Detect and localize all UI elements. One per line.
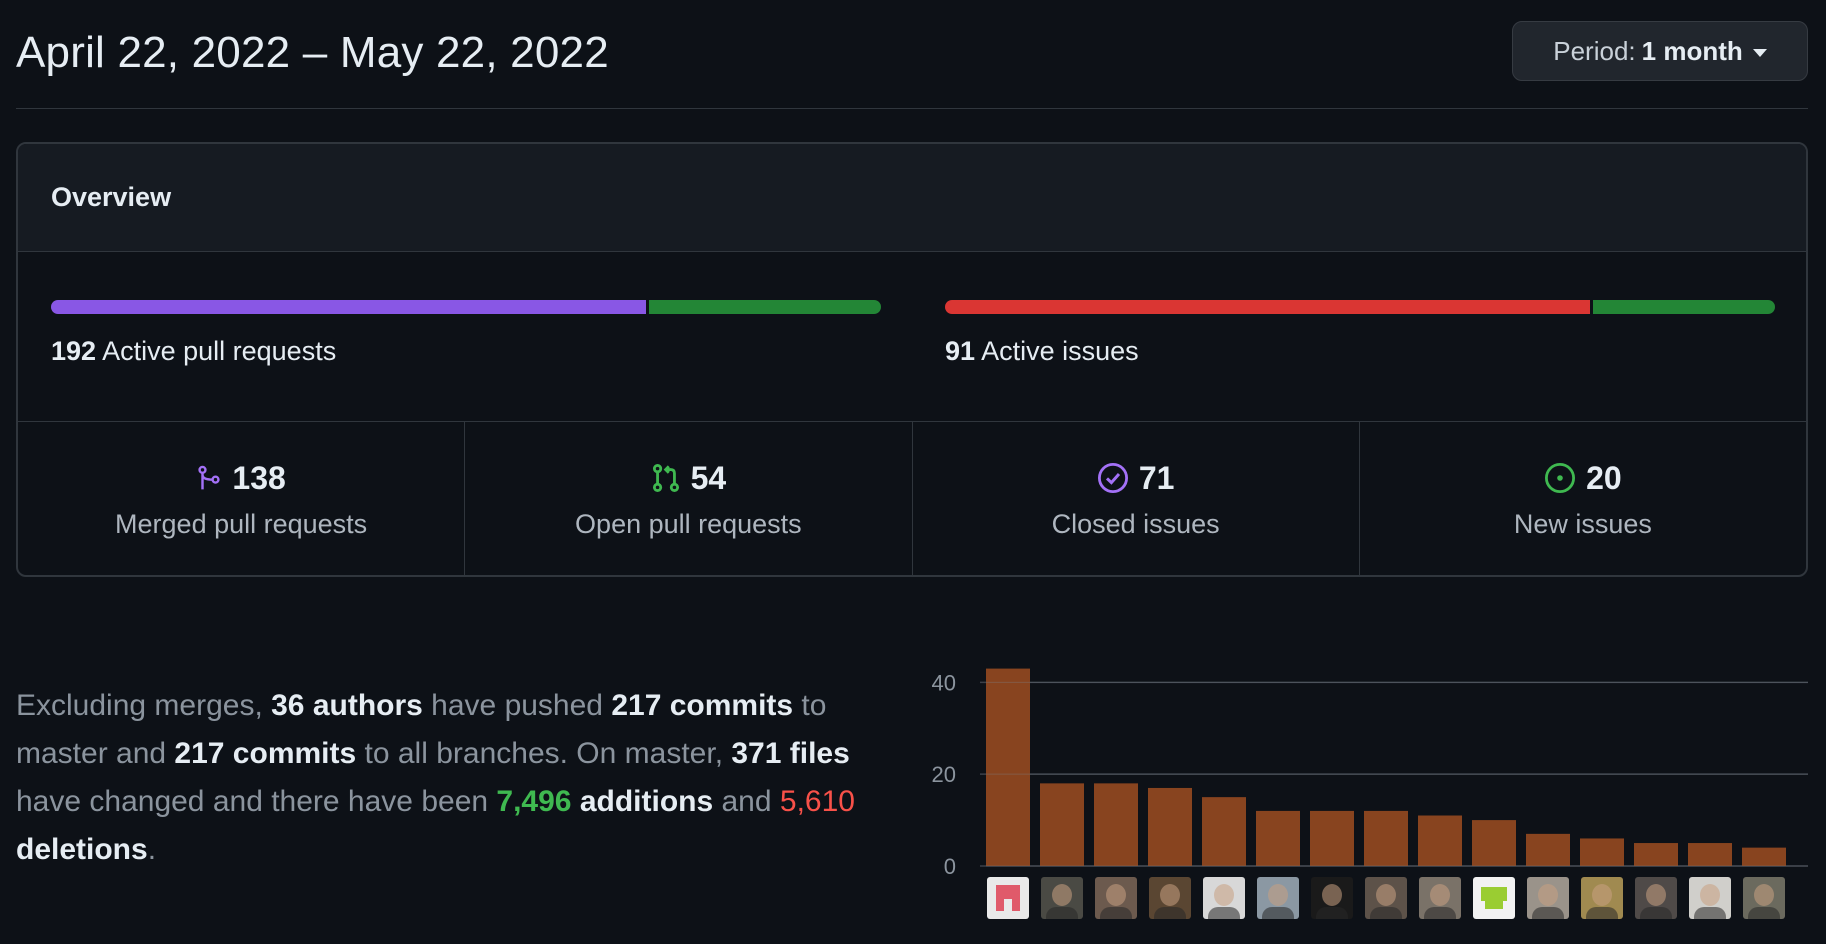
commits-all-count: 217 commits bbox=[174, 737, 357, 770]
author-commit-bar[interactable] bbox=[1688, 843, 1732, 866]
issues-progress-bar bbox=[945, 300, 1775, 314]
author-avatar[interactable] bbox=[1527, 877, 1569, 919]
author-avatar[interactable] bbox=[1689, 877, 1731, 919]
page-header: April 22, 2022 – May 22, 2022 Period: 1 … bbox=[16, 0, 1808, 109]
active-issues-text[interactable]: Active issues bbox=[981, 336, 1139, 366]
issue-opened-icon bbox=[1545, 462, 1576, 494]
author-avatar[interactable] bbox=[1257, 877, 1299, 919]
deletions-count: 5,610 bbox=[779, 785, 855, 818]
author-avatar[interactable] bbox=[1149, 877, 1191, 919]
date-range-title: April 22, 2022 – May 22, 2022 bbox=[16, 28, 609, 77]
additions-label: additions bbox=[571, 785, 714, 818]
merged-segment bbox=[51, 300, 646, 314]
new-issues-count: 20 bbox=[1586, 459, 1622, 496]
author-commit-bar[interactable] bbox=[1256, 810, 1300, 866]
summary-text: to master and bbox=[16, 689, 827, 770]
author-commit-bar[interactable] bbox=[986, 668, 1030, 866]
author-avatar[interactable] bbox=[1581, 877, 1623, 919]
open-pull-requests-count: 54 bbox=[690, 459, 727, 496]
open-pull-requests-label: Open pull requests bbox=[575, 508, 802, 539]
author-commit-bar[interactable] bbox=[1634, 843, 1678, 866]
author-commit-bar[interactable] bbox=[1580, 838, 1624, 866]
summary-text: and bbox=[713, 785, 780, 818]
author-commit-bar[interactable] bbox=[1148, 787, 1192, 866]
author-commit-bar[interactable] bbox=[1094, 783, 1138, 866]
active-pull-requests-count: 192 bbox=[51, 336, 97, 366]
author-avatar[interactable] bbox=[1041, 877, 1083, 919]
new-issues-label: New issues bbox=[1513, 508, 1652, 539]
caret-down-icon bbox=[1752, 48, 1767, 57]
overview-header: Overview bbox=[18, 144, 1806, 252]
summary-text: Excluding merges, bbox=[16, 689, 272, 722]
period-label: Period: bbox=[1553, 35, 1636, 66]
stat-open-pull-requests[interactable]: 54 Open pull requests bbox=[465, 422, 913, 575]
commits-master-count: 217 commits bbox=[611, 689, 794, 722]
summary-text: have pushed bbox=[422, 689, 612, 722]
overview-stats: 138 Merged pull requests 54 Open pull re… bbox=[18, 422, 1806, 575]
authors-count: 36 authors bbox=[271, 689, 423, 722]
author-avatar[interactable] bbox=[1203, 877, 1245, 919]
author-commit-bar[interactable] bbox=[1418, 815, 1462, 867]
closed-segment bbox=[945, 300, 1591, 314]
active-issues-count: 91 bbox=[945, 336, 976, 366]
author-avatar[interactable] bbox=[1311, 877, 1353, 919]
author-commit-bar[interactable] bbox=[1202, 797, 1246, 866]
summary-text: . bbox=[147, 833, 157, 866]
author-commit-bar[interactable] bbox=[1364, 810, 1408, 866]
author-commit-bar[interactable] bbox=[1526, 833, 1570, 866]
y-tick-label: 40 bbox=[932, 670, 956, 695]
closed-issues-label: Closed issues bbox=[1051, 508, 1220, 539]
author-avatar[interactable] bbox=[1365, 877, 1407, 919]
git-pull-request-icon bbox=[652, 464, 679, 492]
git-merge-icon bbox=[198, 465, 221, 490]
summary-text: to all branches. On master, bbox=[356, 737, 732, 770]
author-avatar[interactable] bbox=[1635, 877, 1677, 919]
y-tick-label: 20 bbox=[932, 762, 956, 787]
overview-bars: 192 Active pull requests 91 Active issue… bbox=[18, 252, 1806, 422]
overview-panel: Overview 192 Active pull requests 91 Act… bbox=[16, 142, 1808, 577]
commits-by-author-chart: 0 20 40 bbox=[920, 650, 1810, 944]
files-changed-count: 371 files bbox=[731, 737, 850, 770]
new-segment bbox=[1593, 300, 1775, 314]
merged-pull-requests-label: Merged pull requests bbox=[115, 508, 368, 539]
author-avatar[interactable] bbox=[1095, 877, 1137, 919]
stat-new-issues[interactable]: 20 New issues bbox=[1360, 422, 1806, 575]
author-avatar[interactable] bbox=[1419, 877, 1461, 919]
stat-merged-pull-requests[interactable]: 138 Merged pull requests bbox=[18, 422, 466, 575]
merged-pull-requests-count: 138 bbox=[232, 459, 286, 496]
additions-count: 7,496 bbox=[496, 785, 572, 818]
overview-title: Overview bbox=[51, 182, 172, 212]
period-dropdown-button[interactable]: Period: 1 month bbox=[1512, 21, 1808, 81]
pull-requests-progress-bar bbox=[51, 300, 881, 314]
author-commit-bar[interactable] bbox=[1472, 820, 1516, 866]
author-commit-bar[interactable] bbox=[1040, 783, 1084, 866]
active-issues-block: 91 Active issues bbox=[945, 300, 1775, 367]
active-pull-requests-text[interactable]: Active pull requests bbox=[102, 336, 337, 366]
summary-text: have changed and there have been bbox=[16, 785, 497, 818]
active-issues-label: 91 Active issues bbox=[945, 336, 1775, 367]
closed-issues-count: 71 bbox=[1138, 459, 1175, 496]
author-commit-bar[interactable] bbox=[1742, 847, 1786, 866]
y-tick-label: 0 bbox=[944, 854, 956, 879]
active-pull-requests-block: 192 Active pull requests bbox=[51, 300, 881, 367]
author-avatar[interactable] bbox=[987, 877, 1029, 919]
active-pull-requests-label: 192 Active pull requests bbox=[51, 336, 881, 367]
commits-bar-chart-svg: 0 20 40 bbox=[932, 668, 1808, 879]
open-segment bbox=[648, 300, 881, 314]
period-value: 1 month bbox=[1641, 35, 1743, 66]
stat-closed-issues[interactable]: 71 Closed issues bbox=[913, 422, 1360, 575]
author-avatar[interactable] bbox=[1473, 877, 1515, 919]
deletions-label: deletions bbox=[16, 833, 148, 866]
author-avatar[interactable] bbox=[1743, 877, 1785, 919]
issue-closed-icon bbox=[1097, 462, 1128, 494]
commit-summary: Excluding merges, 36 authors have pushed… bbox=[16, 682, 916, 874]
author-commit-bar[interactable] bbox=[1310, 810, 1354, 866]
